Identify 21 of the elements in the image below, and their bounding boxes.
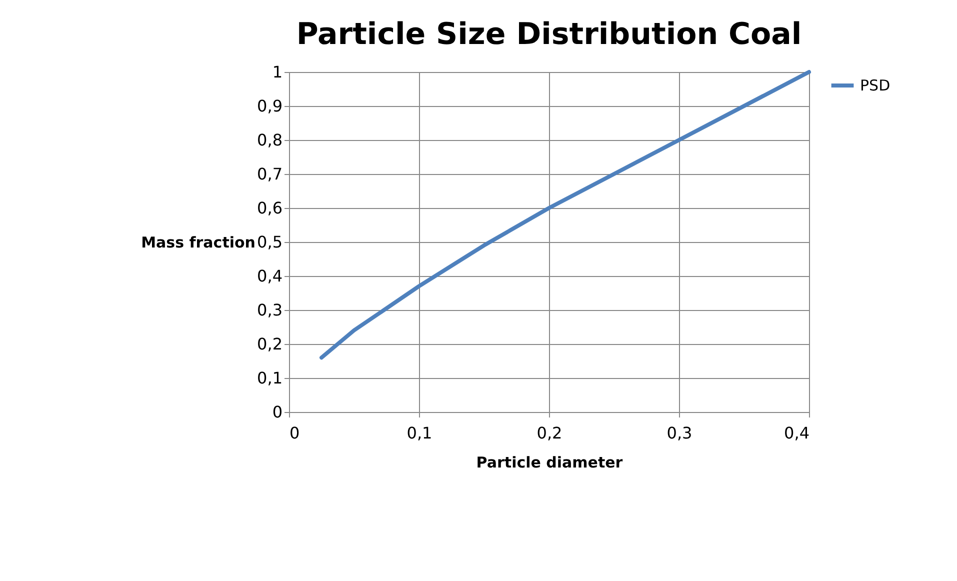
x-tick-label: 0,2 [536, 424, 562, 442]
y-tick-label: 0,6 [257, 198, 282, 218]
y-tick-label: 0,9 [257, 96, 282, 116]
y-tick-label: 0 [272, 402, 282, 422]
y-tick-label: 0,7 [257, 164, 282, 184]
y-tick-label: 0,8 [257, 130, 282, 150]
x-tick-label: 0,1 [406, 424, 432, 442]
x-tick-label: 0,4 [784, 424, 810, 442]
y-tick-label: 1 [272, 62, 282, 82]
x-tick-label: 0 [290, 424, 300, 442]
y-tick-label: 0,1 [257, 368, 282, 388]
x-axis-title: Particle diameter [476, 454, 624, 472]
line-series [320, 70, 811, 360]
y-tick-label: 0,4 [257, 266, 282, 286]
y-tick-label: 0,5 [257, 232, 282, 252]
y-tick-label: 0,2 [257, 334, 282, 354]
y-axis-title: Mass fraction [141, 234, 256, 252]
x-tick-label: 0,3 [666, 424, 692, 442]
chart-title: Particle Size Distribution Coal [296, 17, 802, 52]
legend-label: PSD [860, 76, 890, 94]
y-tick-label: 0,3 [257, 300, 282, 320]
